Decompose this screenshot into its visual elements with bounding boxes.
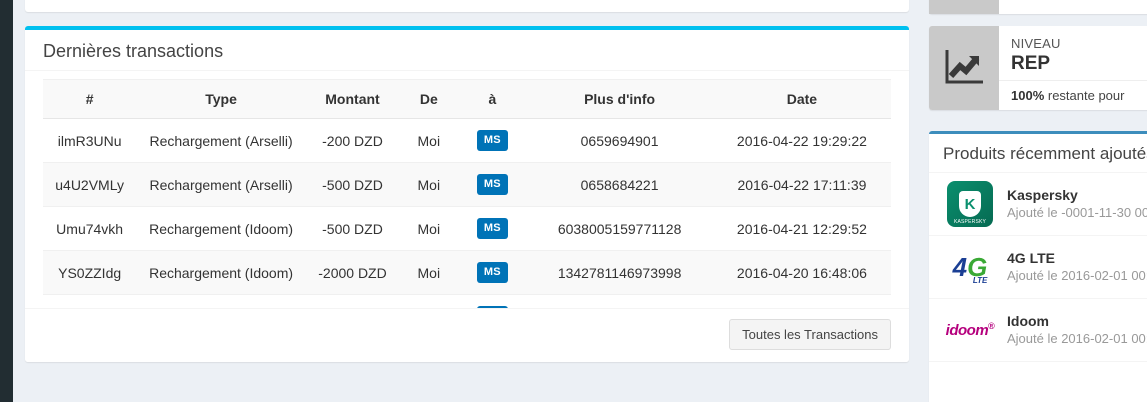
cell-info: 1342781146973998 <box>526 250 713 295</box>
main-content-column: Dernières transactions # Type Montant De… <box>13 0 921 402</box>
cell-to: MS <box>458 118 527 163</box>
cell-type: Rechargement (Idoom) <box>136 206 306 251</box>
all-transactions-button[interactable]: Toutes les Transactions <box>729 319 891 350</box>
panel-above-cutoff <box>25 0 909 12</box>
cell-amount: -2000 DZD <box>305 250 400 295</box>
cell-amount: -500 DZD <box>305 206 400 251</box>
products-list: K KASPERSKY Kaspersky Ajouté le -0001-11… <box>929 173 1147 362</box>
list-item[interactable]: 4 G LTE 4G LTE Ajouté le 2016-02-01 00:0 <box>929 236 1147 299</box>
kaspersky-logo-letter: K <box>959 191 981 217</box>
info-box-content: NIVEAU REP <box>999 26 1147 76</box>
cell-amount: -200 DZD <box>305 118 400 163</box>
product-name: Idoom <box>1007 313 1049 329</box>
column-header-from[interactable]: De <box>399 79 459 119</box>
table-header-row: # Type Montant De à Plus d'info Date <box>43 79 891 119</box>
cell-info: 0658684221 <box>526 162 713 207</box>
kaspersky-logo-word: KASPERSKY <box>953 219 987 225</box>
panel-footer: Toutes les Transactions <box>25 308 909 362</box>
transactions-table: # Type Montant De à Plus d'info Date ilm… <box>43 79 891 338</box>
table-row[interactable]: Umu74vkh Rechargement (Idoom) -500 DZD M… <box>43 206 891 251</box>
list-item[interactable]: K KASPERSKY Kaspersky Ajouté le -0001-11… <box>929 173 1147 236</box>
product-info: Kaspersky Ajouté le -0001-11-30 00:0 <box>1007 186 1147 222</box>
4g-logo-part2: G <box>967 252 988 282</box>
column-header-date[interactable]: Date <box>712 79 891 119</box>
product-info: Idoom Ajouté le 2016-02-01 00:0 <box>1007 312 1147 348</box>
column-header-type[interactable]: Type <box>136 79 306 119</box>
status-badge: MS <box>476 218 508 239</box>
info-box-value: REP <box>1011 53 1051 74</box>
product-date: Ajouté le 2016-02-01 00:0 <box>1007 331 1147 346</box>
cell-to: MS <box>458 250 527 295</box>
recent-products-panel: Produits récemment ajoutés K KASPERSKY K… <box>929 131 1147 402</box>
product-name: 4G LTE <box>1007 250 1055 266</box>
column-header-id[interactable]: # <box>43 79 137 119</box>
cell-to: MS <box>458 206 527 251</box>
cell-date: 2016-04-20 16:48:06 <box>712 250 891 295</box>
column-header-info[interactable]: Plus d'info <box>526 79 713 119</box>
cell-id: u4U2VMLy <box>43 162 137 207</box>
cell-from: Moi <box>399 250 459 295</box>
cell-id: YS0ZZIdg <box>43 250 137 295</box>
page-title: Dernières transactions <box>43 41 224 61</box>
4g-logo-sub: LTE <box>972 276 988 285</box>
info-box-percent: 100% <box>1011 88 1045 103</box>
product-date: Ajouté le -0001-11-30 00:0 <box>1007 205 1147 220</box>
info-box-footer-text: restante pour <box>1044 88 1125 103</box>
info-box-footer: 100% restante pour <box>999 80 1147 110</box>
status-badge: MS <box>476 174 508 195</box>
table-row[interactable]: u4U2VMLy Rechargement (Arselli) -500 DZD… <box>43 162 891 207</box>
table-body: ilmR3UNu Rechargement (Arselli) -200 DZD… <box>43 118 891 338</box>
product-name: Kaspersky <box>1007 187 1078 203</box>
info-box-label: NIVEAU <box>1011 36 1061 51</box>
cell-type: Rechargement (Arselli) <box>136 118 306 163</box>
info-box-above-cutoff <box>929 0 1147 14</box>
product-date: Ajouté le 2016-02-01 00:0 <box>1007 268 1147 283</box>
cell-to: MS <box>458 162 527 207</box>
cell-from: Moi <box>399 206 459 251</box>
latest-transactions-panel: Dernières transactions # Type Montant De… <box>25 26 909 362</box>
cell-date: 2016-04-22 19:29:22 <box>712 118 891 163</box>
cell-info: 0659694901 <box>526 118 713 163</box>
column-header-to[interactable]: à <box>458 79 527 119</box>
table-header: # Type Montant De à Plus d'info Date <box>43 79 891 119</box>
panel-heading: Dernières transactions <box>25 30 909 71</box>
cell-from: Moi <box>399 118 459 163</box>
list-item[interactable]: idoom® Idoom Ajouté le 2016-02-01 00:0 <box>929 299 1147 362</box>
right-sidebar-column: NIVEAU REP 100% restante pour Produits r… <box>929 0 1147 402</box>
kaspersky-logo-icon: K KASPERSKY <box>943 180 997 228</box>
registered-mark-icon: ® <box>988 321 995 331</box>
cell-id: Umu74vkh <box>43 206 137 251</box>
4g-logo-part1: 4 <box>952 252 968 282</box>
cell-type: Rechargement (Idoom) <box>136 250 306 295</box>
table-row[interactable]: ilmR3UNu Rechargement (Arselli) -200 DZD… <box>43 118 891 163</box>
panel-body: # Type Montant De à Plus d'info Date ilm… <box>25 71 909 338</box>
products-panel-heading: Produits récemment ajoutés <box>929 134 1147 173</box>
status-badge: MS <box>476 130 508 151</box>
cell-amount: -500 DZD <box>305 162 400 207</box>
4g-lte-logo-icon: 4 G LTE <box>943 243 997 291</box>
cell-info: 6038005159771128 <box>526 206 713 251</box>
table-row[interactable]: YS0ZZIdg Rechargement (Idoom) -2000 DZD … <box>43 250 891 295</box>
product-info: 4G LTE Ajouté le 2016-02-01 00:0 <box>1007 249 1147 285</box>
cell-date: 2016-04-21 12:29:52 <box>712 206 891 251</box>
cell-id: ilmR3UNu <box>43 118 137 163</box>
left-sidebar <box>0 0 13 402</box>
line-chart-up-icon <box>929 26 999 110</box>
column-header-amount[interactable]: Montant <box>305 79 400 119</box>
cell-date: 2016-04-22 17:11:39 <box>712 162 891 207</box>
status-badge: MS <box>476 262 508 283</box>
niveau-info-box[interactable]: NIVEAU REP 100% restante pour <box>929 26 1147 110</box>
cell-from: Moi <box>399 162 459 207</box>
info-box-icon-block <box>929 0 999 14</box>
idoom-logo-icon: idoom® <box>943 306 997 354</box>
products-panel-title: Produits récemment ajoutés <box>943 144 1147 163</box>
idoom-logo-text: idoom <box>945 322 989 339</box>
cell-type: Rechargement (Arselli) <box>136 162 306 207</box>
